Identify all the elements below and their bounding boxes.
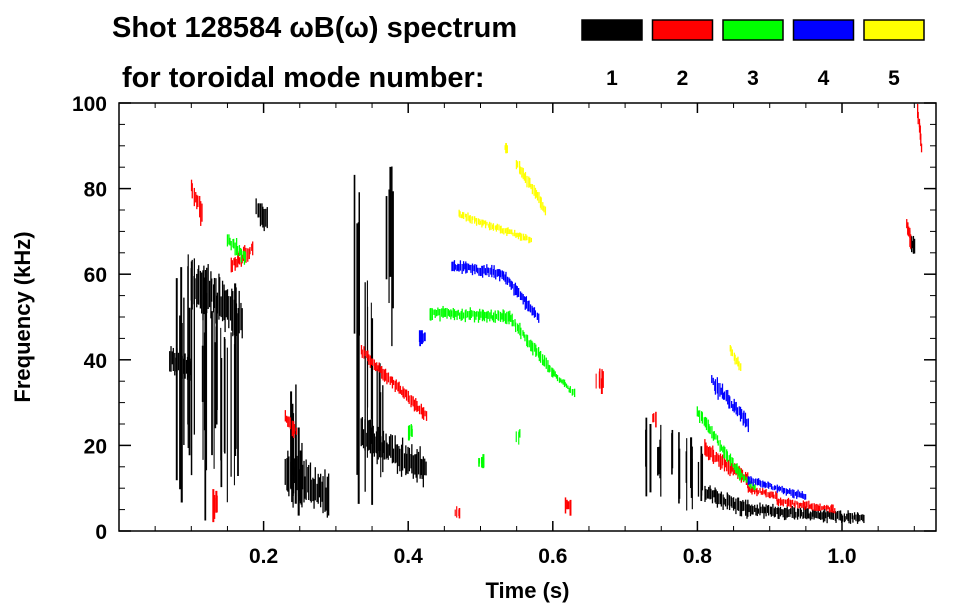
mode-3-segment — [508, 313, 554, 378]
mode-3-segment — [429, 305, 511, 325]
legend-label-mode-2: 2 — [677, 67, 689, 90]
series-mode-1 — [169, 166, 916, 524]
y-tick-label: 40 — [84, 350, 107, 373]
mode-1-segment — [284, 450, 330, 518]
legend-label-mode-4: 4 — [818, 67, 830, 90]
y-axis-label: Frequency (kHz) — [10, 231, 35, 402]
y-tick-label: 60 — [84, 264, 107, 287]
x-axis-label: Time (s) — [486, 578, 570, 603]
mode-3-segment — [551, 368, 576, 398]
chart-title: Shot 128584 ωB(ω) spectrum — [112, 12, 517, 44]
mode-5-segment — [515, 160, 547, 216]
plot-marks — [169, 103, 923, 524]
y-tick-label: 100 — [72, 93, 107, 116]
legend-label-mode-3: 3 — [747, 67, 759, 90]
x-tick-label: 1.0 — [827, 545, 856, 568]
mode-3-segment — [226, 234, 246, 265]
mode-2-segment — [704, 439, 749, 489]
legend-label-mode-5: 5 — [888, 67, 900, 90]
legend-swatch-mode-4 — [792, 19, 855, 41]
x-tick-label: 0.6 — [538, 545, 567, 568]
mode-1-segment — [704, 485, 749, 519]
axis-ticks: 0.2 0.4 0.6 0.8 1.0 0 20 40 60 80 100 — [72, 93, 936, 568]
mode-3-segment — [696, 406, 742, 481]
mode-4-segment — [451, 260, 503, 282]
y-tick-label: 0 — [95, 521, 107, 544]
x-tick-label: 0.4 — [394, 545, 424, 568]
x-tick-label: 0.2 — [249, 545, 278, 568]
chart-subtitle: for toroidal mode number: — [122, 62, 485, 94]
legend-swatch-mode-3 — [722, 19, 784, 41]
legend: 1 2 3 4 5 — [581, 19, 925, 90]
series-mode-4 — [418, 260, 807, 500]
mode-5-segment — [458, 209, 533, 244]
legend-swatch-mode-2 — [651, 19, 714, 41]
mode-2-segment — [917, 103, 923, 153]
mode-2-segment — [776, 497, 836, 514]
mode-2-segment — [190, 179, 203, 226]
mode-2-segment — [284, 410, 298, 439]
mode-1-segment — [255, 198, 268, 232]
mode-4-segment — [501, 271, 540, 323]
x-tick-label: 0.8 — [683, 545, 713, 568]
series-mode-2 — [190, 103, 923, 523]
series-mode-5 — [458, 143, 742, 371]
mode-2-segment — [360, 345, 428, 421]
mode-4-segment — [747, 476, 807, 500]
legend-label-mode-1: 1 — [606, 67, 618, 90]
legend-swatch-mode-1 — [581, 19, 643, 41]
y-tick-label: 20 — [84, 435, 107, 458]
series-mode-3 — [226, 234, 756, 491]
mode-4-segment — [711, 375, 749, 433]
mode-2-segment — [906, 219, 912, 249]
legend-swatch-mode-5 — [863, 19, 925, 41]
mode-5-segment — [729, 345, 742, 371]
mode-1-segment — [360, 417, 427, 488]
y-tick-label: 80 — [84, 179, 107, 202]
